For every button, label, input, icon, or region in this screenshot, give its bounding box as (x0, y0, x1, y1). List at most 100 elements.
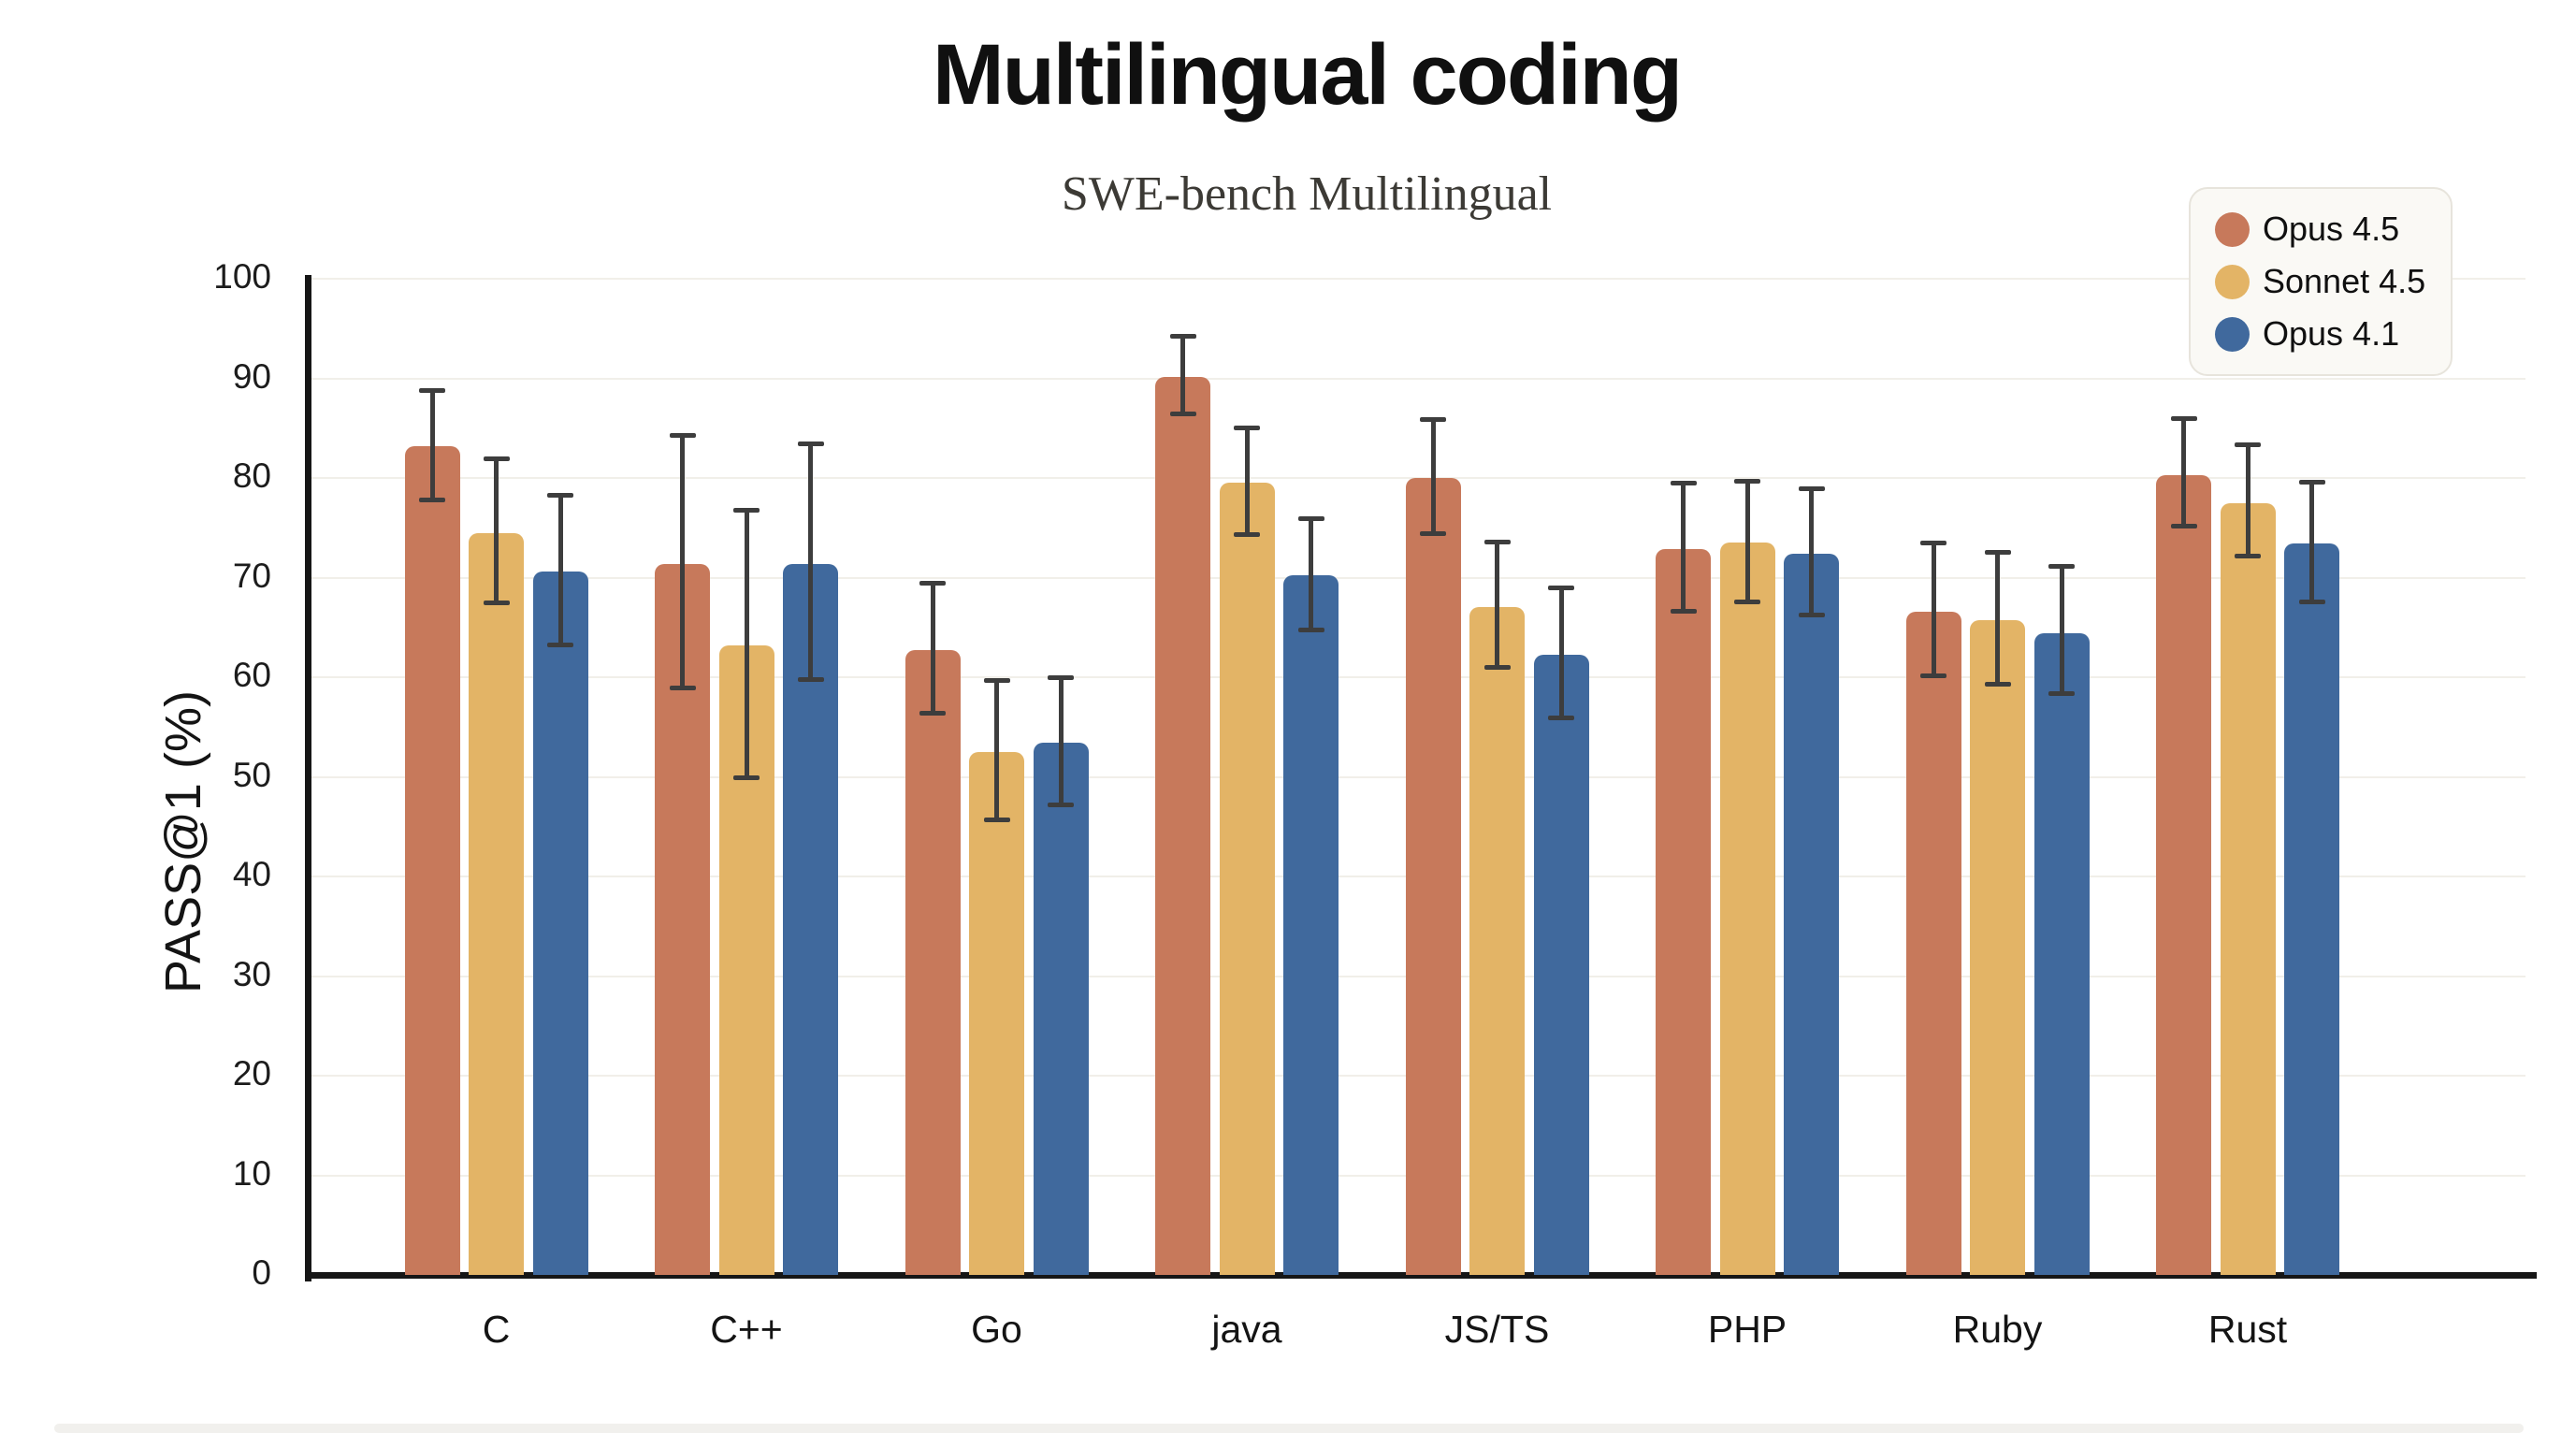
error-bar-cap-top (1234, 425, 1260, 430)
error-bar-cap-top (547, 493, 573, 499)
error-bar-cap-top (2235, 441, 2261, 447)
y-tick-label-60: 60 (232, 656, 271, 694)
bar-sonnet-4-5-java (1219, 483, 1275, 1275)
bar-opus-4-5-go (904, 650, 961, 1275)
error-bar-cap-bottom (2170, 524, 2197, 529)
error-bar-cap-bottom (983, 818, 1010, 823)
y-tick-label-70: 70 (232, 556, 271, 595)
bar-opus-4-1-js-ts (1533, 654, 1589, 1275)
bar-opus-4-5-js-ts (1405, 478, 1461, 1275)
error-bar-cap-bottom (1169, 411, 1196, 416)
chart-subtitle: SWE-bench Multilingual (1061, 167, 1553, 221)
gridline-100 (309, 278, 2525, 280)
error-bar-line (1180, 335, 1185, 413)
x-category-label-ruby: Ruby (1952, 1308, 2043, 1351)
error-bar-line (930, 582, 935, 714)
y-tick-label-40: 40 (232, 855, 271, 893)
legend-item-opus-4-1: Opus 4.1 (2215, 314, 2451, 354)
error-bar-cap-bottom (1420, 530, 1446, 536)
x-category-label-c: C (482, 1308, 511, 1351)
x-category-label-js-ts: JS/TS (1444, 1308, 1550, 1351)
bar-opus-4-1-php (1784, 553, 1839, 1275)
error-bar-cap-top (1670, 481, 1697, 486)
bar-sonnet-4-5-php (1719, 543, 1775, 1275)
bottom-cutoff-strip (54, 1424, 2524, 1433)
bar-opus-4-5-java (1155, 377, 1210, 1275)
bar-sonnet-4-5-c (469, 532, 524, 1275)
error-bar-line (429, 390, 435, 500)
x-axis-line (305, 1272, 2537, 1279)
error-bar-line (1244, 427, 1250, 534)
y-tick-label-20: 20 (232, 1054, 271, 1093)
error-bar-cap-top (483, 456, 510, 461)
bar-sonnet-4-5-ruby (1970, 620, 2025, 1275)
bar-opus-4-5-c (404, 445, 460, 1275)
error-bar-cap-top (2048, 563, 2075, 569)
bar-opus-4-1-c- (783, 563, 838, 1275)
y-axis-line (305, 275, 311, 1281)
error-bar-cap-top (1734, 479, 1760, 485)
gridline-90 (309, 377, 2525, 380)
error-bar-cap-bottom (1798, 612, 1825, 617)
legend-item-opus-4-5: Opus 4.5 (2215, 210, 2451, 249)
legend-label: Opus 4.1 (2263, 314, 2400, 353)
error-bar-cap-bottom (1984, 682, 2011, 688)
bar-opus-4-1-ruby (2033, 633, 2090, 1275)
error-bar-cap-top (1483, 540, 1511, 545)
y-tick-label-90: 90 (232, 356, 271, 396)
error-bar-line (1058, 677, 1064, 805)
error-bar-cap-top (983, 678, 1010, 684)
bar-opus-4-1-go (1033, 743, 1089, 1275)
y-tick-label-80: 80 (232, 456, 271, 495)
error-bar-cap-top (1984, 549, 2011, 555)
legend-item-sonnet-4-5: Sonnet 4.5 (2215, 262, 2451, 301)
legend: Opus 4.5 Sonnet 4.5 Opus 4.1 (2189, 187, 2453, 376)
y-tick-label-100: 100 (213, 257, 271, 296)
error-bar-line (1809, 487, 1814, 615)
error-bar-line (808, 442, 813, 680)
error-bar-cap-top (1169, 333, 1196, 339)
legend-swatch-icon (2215, 316, 2250, 352)
bar-opus-4-5-rust (2156, 474, 2211, 1275)
error-bar-line (680, 435, 685, 688)
x-category-label-java: java (1211, 1308, 1282, 1351)
error-bar-cap-bottom (2298, 600, 2325, 605)
error-bar-cap-bottom (483, 601, 510, 606)
y-tick-label-50: 50 (232, 755, 271, 794)
error-bar-cap-top (733, 508, 760, 514)
legend-label: Sonnet 4.5 (2263, 262, 2426, 300)
error-bar-cap-top (419, 388, 445, 394)
y-tick-label-30: 30 (232, 954, 271, 993)
error-bar-line (1558, 587, 1564, 717)
error-bar-cap-top (1048, 675, 1074, 680)
error-bar-cap-bottom (1048, 803, 1074, 808)
error-bar-cap-top (1297, 515, 1324, 521)
error-bar-cap-bottom (1920, 673, 1946, 678)
error-bar-line (2245, 443, 2250, 557)
error-bar-cap-bottom (1483, 665, 1511, 671)
x-category-label-php: PHP (1707, 1308, 1787, 1351)
bar-opus-4-5-ruby (1905, 611, 1961, 1275)
error-bar-cap-top (1548, 586, 1574, 591)
error-bar-line (1744, 481, 1750, 602)
error-bar-cap-bottom (1548, 715, 1574, 720)
error-bar-line (494, 457, 499, 603)
x-category-label-rust: Rust (2207, 1308, 2288, 1351)
error-bar-line (2059, 565, 2064, 694)
error-bar-line (1995, 551, 2000, 685)
error-bar-cap-bottom (669, 685, 696, 690)
bar-sonnet-4-5-go (969, 751, 1024, 1275)
chart-title: Multilingual coding (932, 27, 1683, 123)
error-bar-line (1309, 517, 1313, 630)
bar-opus-4-1-java (1283, 575, 1339, 1275)
bar-opus-4-1-rust (2284, 543, 2339, 1275)
error-bar-cap-bottom (1297, 627, 1324, 632)
error-bar-cap-bottom (797, 677, 824, 683)
error-bar-cap-bottom (2048, 691, 2075, 697)
bar-sonnet-4-5-rust (2220, 502, 2276, 1275)
error-bar-cap-bottom (1734, 600, 1760, 605)
error-bar-cap-bottom (419, 498, 445, 503)
error-bar-cap-top (2170, 416, 2197, 422)
error-bar-line (1495, 542, 1499, 668)
